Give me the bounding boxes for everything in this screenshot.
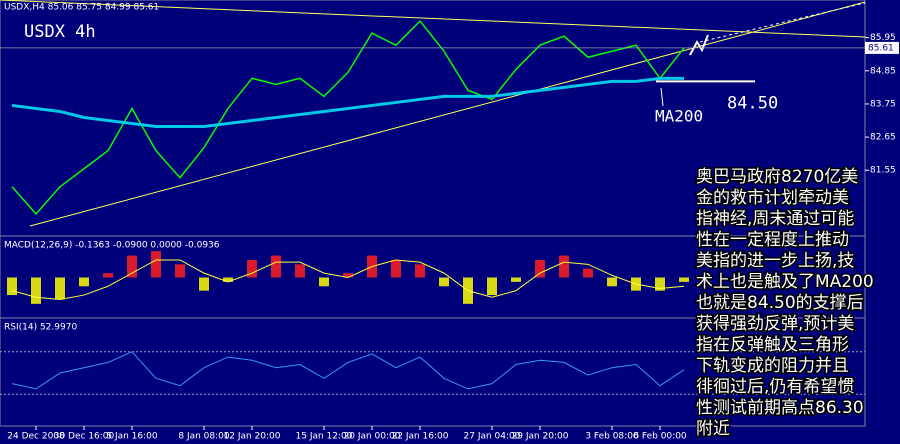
annotation-line: 附近 (696, 419, 730, 439)
y-tick-label: 83.75 (870, 99, 896, 109)
annotation-line: 美指的进一步上扬,技 (696, 251, 854, 271)
macd-bar (271, 255, 281, 278)
y-tick-label: 84.85 (870, 66, 896, 76)
macd-bar (151, 251, 161, 278)
macd-bar (79, 277, 89, 287)
macd-bar (319, 277, 329, 287)
macd-bar (559, 255, 569, 278)
annotation-line: 性测试前期高点86.30 (696, 398, 864, 418)
x-tick-label: 24 Dec 2008 (7, 432, 65, 442)
last-price-label: 85.61 (868, 43, 894, 53)
macd-bar (679, 277, 689, 282)
signal-line (11, 259, 685, 300)
projection (699, 2, 866, 43)
macd-bar (295, 264, 305, 278)
ma-label: MA200 (655, 107, 703, 126)
last-price-box (865, 41, 899, 54)
projection-arrow (689, 34, 709, 56)
rsi-title: RSI(14) 52.9970 (4, 323, 77, 333)
macd-bar (7, 277, 17, 296)
macd-bar (55, 277, 65, 300)
annotation-line: 下轨变成的阻力并且 (696, 356, 849, 376)
x-tick-label: 12 Jan 20:00 (224, 432, 281, 442)
annotation-line: 指神经,周末通过可能 (696, 209, 854, 229)
macd-bar (343, 273, 353, 278)
plot-frame (0, 0, 866, 427)
macd-bar (199, 277, 209, 291)
macd-bar (535, 259, 545, 278)
macd-bar (175, 264, 185, 278)
symbol-title: USDX 4h (24, 22, 96, 42)
x-tick-label: 15 Jan 12:00 (296, 432, 353, 442)
x-tick-label: 20 Jan 00:00 (344, 432, 401, 442)
macd-bar (223, 277, 233, 282)
annotation-line: 获得强劲反弹,预计美 (696, 314, 854, 334)
annotation-line: 也就是84.50的支撑后 (696, 293, 864, 313)
macd-title: MACD(12,26,9) -0.1363 -0.0900 0.0000 -0.… (4, 241, 220, 251)
y-tick-label: 81.55 (870, 166, 896, 176)
annotation: 奥巴马政府8270亿美金的救市计划牵动美指神经,周末通过可能性在一定程度上推动美… (695, 166, 876, 441)
annotation-line: 徘徊过后,仍有希望惯 (696, 377, 854, 397)
rsi-line (11, 351, 685, 390)
macd-bar (511, 277, 521, 282)
macd-bar (31, 277, 41, 304)
y-tick-label: 85.95 (870, 33, 896, 43)
macd-bar (607, 277, 617, 287)
macd-bar (103, 273, 113, 278)
ma-pointer (660, 87, 664, 107)
x-tick-label: 27 Jan 04:00 (464, 432, 521, 442)
annotation-line: 术上也是触及了MA200 (696, 272, 874, 292)
y-tick-label: 82.65 (870, 133, 896, 143)
macd-bar (487, 277, 497, 296)
x-tick-label: 6 Feb 00:00 (633, 432, 687, 442)
x-tick-label: 30 Dec 16:00 (54, 432, 115, 442)
x-tick-label: 8 Jan 08:00 (178, 432, 230, 442)
annotation-line: 奥巴马政府8270亿美 (696, 167, 858, 187)
trend-line (29, 1, 866, 227)
macd-bar (415, 264, 425, 278)
annotation-line: 性在一定程度上推动 (696, 230, 849, 250)
x-tick-label: 3 Feb 08:00 (585, 432, 639, 442)
annotation-line: 指在反弹触及三角形 (696, 335, 849, 355)
macd-bar (583, 268, 593, 278)
x-tick-label: 29 Jan 20:00 (512, 432, 569, 442)
x-tick-label: 5 Jan 16:00 (106, 432, 158, 442)
macd-bar (439, 277, 449, 287)
macd-bar (391, 259, 401, 278)
macd-bar (127, 255, 137, 278)
x-tick-label: 22 Jan 16:00 (392, 432, 449, 442)
trend-line (0, 0, 866, 38)
macd-bar (655, 277, 665, 291)
support-label: 84.50 (727, 93, 778, 113)
annotation-line: 金的救市计划牵动美 (696, 188, 849, 208)
header: USDX,H4 85.06 85.75 84.99 85.61 (4, 3, 159, 13)
price-line (11, 76, 684, 129)
macd-bar (247, 259, 257, 278)
